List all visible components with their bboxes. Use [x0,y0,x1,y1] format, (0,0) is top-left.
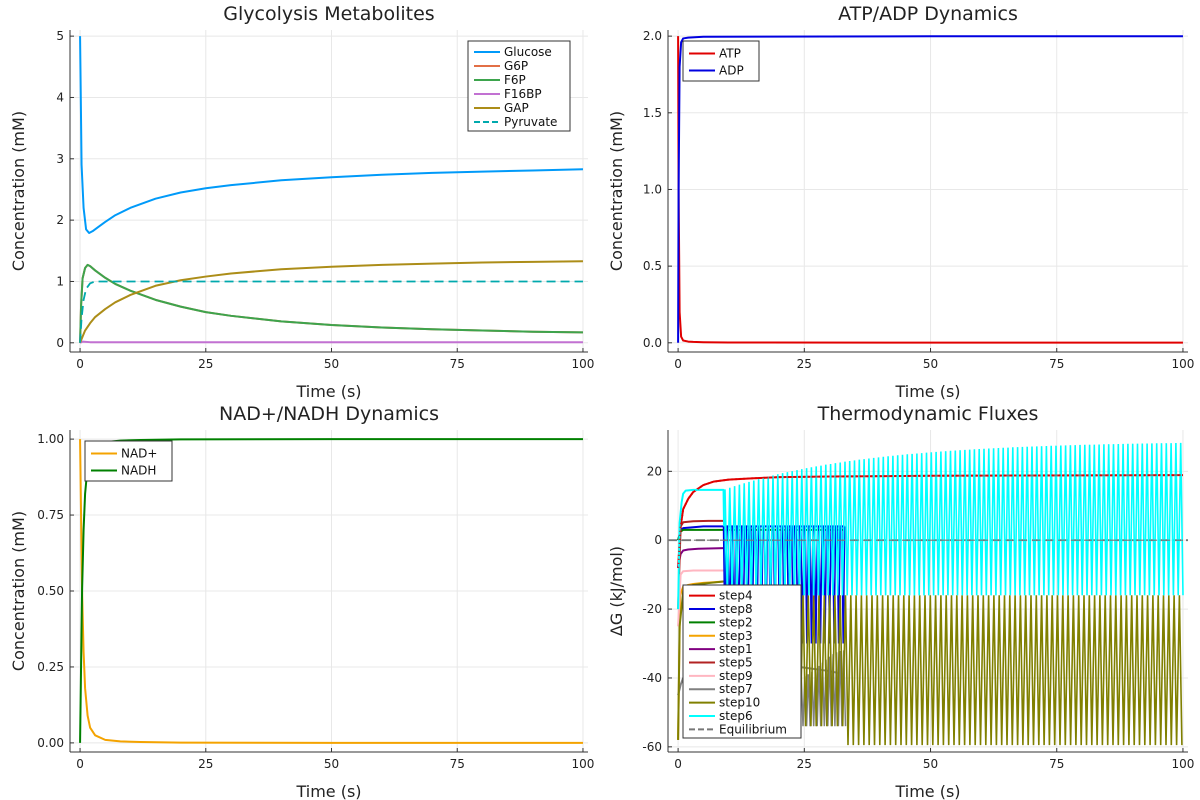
y-tick-label: 0.25 [37,660,64,674]
series-line-pyruvate [79,280,583,343]
legend-label: G6P [504,59,528,73]
x-axis-label: Time (s) [894,382,960,401]
y-tick-label: 0 [56,336,64,350]
y-axis-label: Concentration (mM) [607,111,626,271]
legend: step4step8step2step3step1step5step9step7… [682,584,802,739]
y-tick-label: 1.0 [643,182,662,196]
y-tick-label: 0.5 [643,259,662,273]
y-tick-label: -40 [642,671,662,685]
y-tick-label: 0 [654,533,662,547]
x-tick-label: 75 [450,757,465,771]
legend-label: step9 [719,669,753,683]
legend-label: step7 [719,682,753,696]
x-tick-label: 100 [572,357,595,371]
y-tick-label: 20 [647,464,662,478]
y-tick-label: -20 [642,602,662,616]
series-line-f6p [79,263,583,343]
legend-label: step1 [719,642,753,656]
legend-label: step2 [719,615,753,629]
y-tick-label: 0.50 [37,584,64,598]
legend-label: F16BP [504,87,542,101]
chart-panel-1: 0 25 50 75 100 0 1 2 3 4 5 Glycolysis Metabolites Ti… [9,3,594,401]
chart-title: Thermodynamic Fluxes [817,403,1039,425]
x-tick-label: 0 [674,757,682,771]
series-group [677,35,1183,344]
chart-panel-2: 0 25 50 75 100 0.0 0.5 1.0 1.5 2.0 ATP/ADP Dynamic… [607,3,1194,401]
x-tick-label: 0 [76,357,84,371]
x-tick-label: 50 [923,357,938,371]
series-oscillation-step6 [724,442,1184,596]
y-tick-label: 1.00 [37,432,64,446]
series-line-step4-overlay [677,474,1183,568]
y-tick-label: 2.0 [643,29,662,43]
y-axis-label: ΔG (kJ/mol) [607,546,626,636]
legend-label: Equilibrium [719,722,787,736]
series-line-f16bp [79,340,583,344]
x-tick-label: 75 [1049,357,1064,371]
x-tick-label: 50 [923,757,938,771]
legend-label: NAD+ [121,447,157,461]
chart-title: Glycolysis Metabolites [223,3,434,25]
legend: NAD+ NADH [84,440,173,482]
y-tick-label: -60 [642,740,662,754]
series-line-gap [79,260,583,344]
series-line-step6 [677,488,727,610]
legend-label: Glucose [504,45,552,59]
y-tick-label: 0.75 [37,508,64,522]
x-axis-label: Time (s) [295,782,361,800]
y-tick-label: 4 [56,90,64,104]
y-tick-label: 1 [56,274,64,288]
series-line-glucose [79,36,583,235]
x-tick-label: 0 [76,757,84,771]
y-tick-label: 3 [56,152,64,166]
legend-label: Pyruvate [504,115,557,129]
legend-label: ATP [719,47,741,61]
x-tick-label: 25 [797,357,812,371]
y-tick-label: 1.5 [643,106,662,120]
legend-label: step5 [719,656,753,670]
x-tick-label: 0 [674,357,682,371]
x-tick-label: 25 [797,757,812,771]
y-axis-label: Concentration (mM) [9,111,28,271]
y-tick-label: 5 [56,29,64,43]
x-axis-label: Time (s) [894,782,960,800]
legend-label: NADH [121,464,156,478]
y-tick-label: 0.00 [37,736,64,750]
x-tick-label: 75 [450,357,465,371]
legend-label: F6P [504,73,526,87]
x-tick-label: 100 [1171,757,1194,771]
x-tick-label: 25 [198,757,213,771]
x-axis-label: Time (s) [295,382,361,401]
x-tick-label: 50 [324,757,339,771]
y-axis-label: Concentration (mM) [9,511,28,671]
chart-panel-4: 0 25 50 75 100 -60 -40 -20 0 20 Thermodynamic Flux… [607,403,1194,800]
series-line-step9 [677,569,724,627]
x-tick-label: 25 [198,357,213,371]
x-tick-label: 100 [572,757,595,771]
chart-panel-3: 0 25 50 75 100 0.00 0.25 0.50 0.75 1.00 NAD+/NADH … [9,403,594,800]
legend-box [84,440,173,482]
legend-label: GAP [504,101,529,115]
chart-title: ATP/ADP Dynamics [838,3,1018,25]
legend-label: step6 [719,709,753,723]
legend: ATP ADP [682,40,760,82]
legend-label: ADP [719,64,744,78]
x-tick-label: 50 [324,357,339,371]
legend-label: step3 [719,629,753,643]
chart-title: NAD+/NADH Dynamics [219,403,439,425]
legend-label: step10 [719,696,760,710]
series-line-adp [677,35,1183,343]
legend-label: step4 [719,589,753,603]
x-tick-label: 100 [1171,357,1194,371]
y-tick-label: 2 [56,213,64,227]
y-tick-label: 0.0 [643,336,662,350]
legend-box [682,40,760,82]
legend-label: step8 [719,602,753,616]
series-group [79,36,583,344]
legend-box [467,40,571,132]
x-tick-label: 75 [1049,757,1064,771]
